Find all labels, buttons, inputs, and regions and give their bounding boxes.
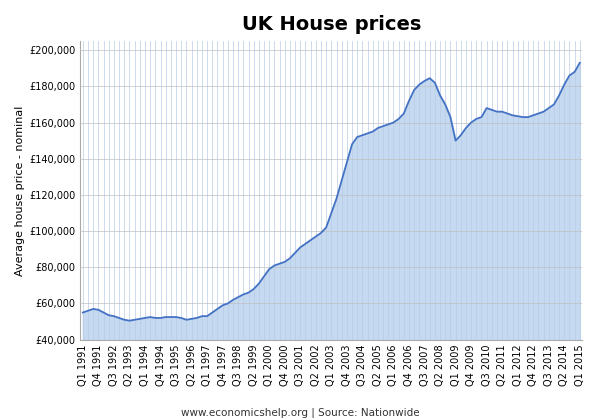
Text: www.economicshelp.org | Source: Nationwide: www.economicshelp.org | Source: Nationwi… <box>181 408 419 418</box>
Title: UK House prices: UK House prices <box>242 15 421 34</box>
Y-axis label: Average house price - nominal: Average house price - nominal <box>15 105 25 275</box>
